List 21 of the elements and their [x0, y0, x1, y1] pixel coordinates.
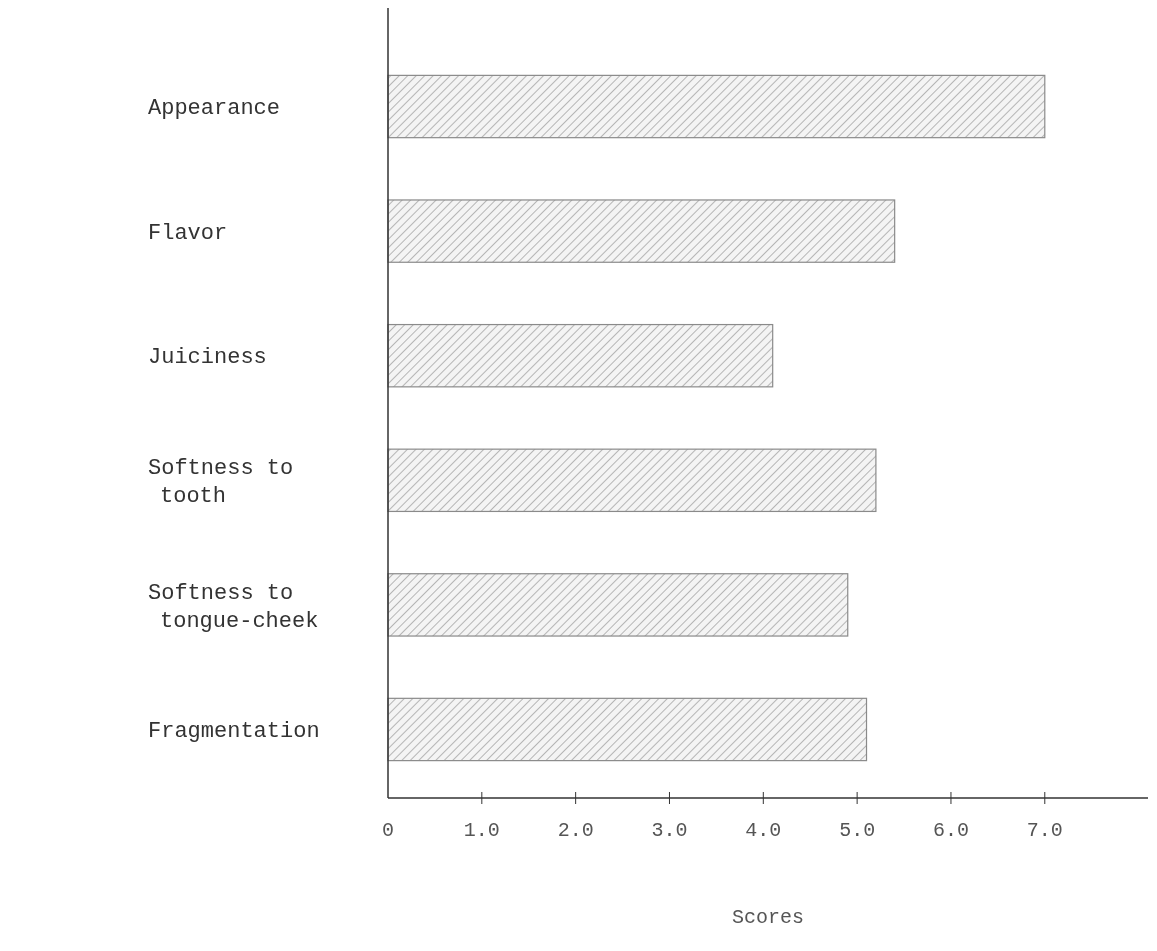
bar — [387, 448, 877, 513]
bar — [387, 697, 868, 762]
x-axis-title: Scores — [731, 906, 805, 929]
y-tick-label: Fragmentation — [148, 719, 320, 745]
y-tick-label: Flavor — [148, 220, 228, 246]
x-tick-label: 6.0 — [932, 819, 969, 842]
bar — [387, 323, 774, 388]
x-tick-label: 4.0 — [745, 819, 782, 842]
x-tick-label: 0 — [381, 819, 395, 842]
y-tick-label: Appearance — [148, 96, 281, 122]
x-tick-label: 7.0 — [1026, 819, 1063, 842]
y-tick-label: Softness to tongue-cheek — [148, 580, 319, 634]
x-tick-label: 5.0 — [839, 819, 876, 842]
x-tick-label: 1.0 — [463, 819, 500, 842]
x-tick-label: 2.0 — [557, 819, 594, 842]
y-tick-label: Juiciness — [148, 345, 267, 371]
bar — [387, 199, 896, 263]
y-tick-label: Softness to tooth — [148, 456, 294, 509]
bar — [387, 74, 1046, 139]
x-tick-label: 3.0 — [651, 819, 688, 842]
bar — [387, 573, 849, 637]
